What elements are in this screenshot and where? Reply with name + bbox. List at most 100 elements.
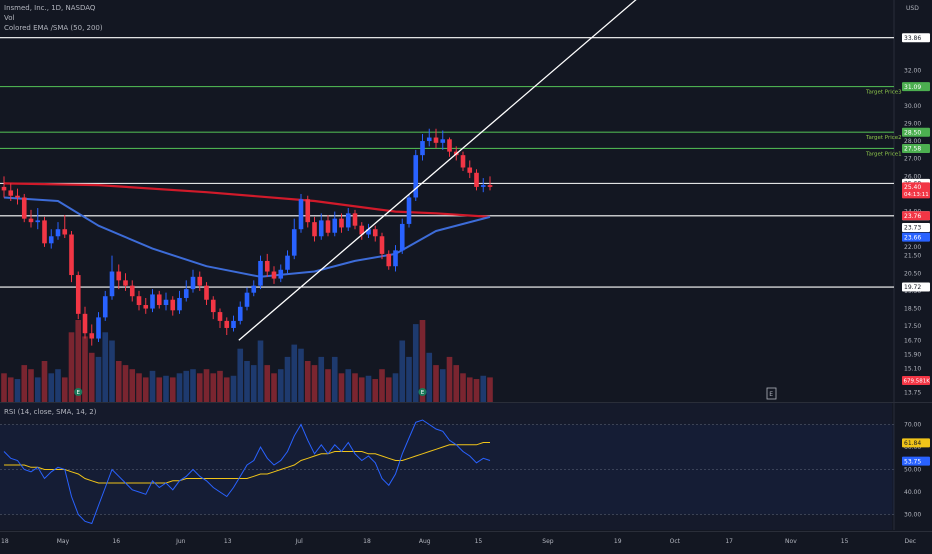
- candle-body: [177, 297, 182, 311]
- price-tick-label: 18.50: [904, 306, 921, 313]
- rsi-legend[interactable]: RSI (14, close, SMA, 14, 2): [4, 408, 97, 416]
- level-badge-label: 19.72: [904, 284, 921, 291]
- candle-body: [264, 260, 270, 272]
- volume-badge-label: 679.581K: [904, 379, 931, 385]
- candle-body: [237, 306, 243, 321]
- rsi-ma-line: [4, 442, 490, 484]
- target-price-note: Target Price1: [865, 151, 902, 157]
- rsi-scale-label: 40.00: [904, 489, 921, 496]
- rsi-line: [3, 419, 491, 525]
- candle-body: [379, 236, 385, 254]
- volume-bar: [426, 352, 433, 402]
- volume-bar: [412, 324, 419, 402]
- volume-bar: [95, 356, 102, 402]
- volume-bar: [115, 361, 122, 402]
- time-tick-label: 19: [614, 538, 622, 545]
- volume-bar: [358, 377, 365, 402]
- candle-body: [325, 220, 331, 233]
- candle-body: [204, 285, 209, 300]
- volume-bar: [271, 373, 277, 402]
- candle-body: [460, 155, 466, 168]
- price-badge: [902, 232, 930, 242]
- level-badge: [902, 282, 930, 292]
- volume-bar: [453, 365, 460, 402]
- price-tick-label: 30.00: [904, 103, 921, 110]
- volume-bar: [82, 336, 88, 402]
- volume-bar: [88, 352, 95, 402]
- time-tick-label: Jul: [295, 538, 304, 545]
- volume-bar: [439, 369, 446, 402]
- price-tick-label: 21.50: [904, 253, 921, 260]
- candle-body: [251, 285, 257, 293]
- candle-body: [332, 218, 338, 233]
- rsi-badge: [902, 456, 930, 466]
- candle-body: [447, 139, 452, 152]
- time-tick-label: May: [57, 538, 70, 545]
- earnings-marker: [74, 388, 83, 396]
- price-badge-label: 23.76: [904, 213, 921, 220]
- candle-body: [399, 223, 405, 251]
- price-tick-label: 15.90: [904, 351, 921, 358]
- volume-bar: [122, 365, 129, 402]
- target-price-note: Target Price3: [865, 90, 902, 96]
- level-badge: [902, 33, 930, 43]
- candle-body: [386, 253, 392, 267]
- volume-legend[interactable]: Vol: [4, 14, 15, 22]
- volume-bar: [284, 356, 291, 402]
- level-badge: [902, 127, 930, 137]
- volume-bar: [298, 348, 304, 402]
- price-tick-label: 15.10: [904, 366, 921, 373]
- candle-body: [474, 172, 479, 187]
- volume-bar: [217, 370, 223, 402]
- candle-body: [406, 197, 412, 224]
- volume-bar: [291, 344, 298, 402]
- rsi-scale-label: 50.00: [904, 467, 921, 474]
- volume-bar: [460, 373, 466, 402]
- volume-bar: [149, 370, 156, 402]
- candle-body: [291, 229, 297, 256]
- rsi-scale-label: 60.00: [904, 444, 921, 451]
- price-tick-label: 29.00: [904, 120, 921, 127]
- candle-body: [366, 229, 371, 235]
- volume-bar: [385, 377, 392, 402]
- volume-badge: [902, 376, 930, 385]
- candle-body: [69, 234, 74, 276]
- candle-body: [55, 229, 61, 237]
- sma200-line: [3, 182, 491, 218]
- volume-bar: [169, 377, 176, 402]
- volume-bar: [433, 365, 439, 402]
- volume-bar: [190, 369, 196, 402]
- candle-body: [143, 305, 149, 309]
- price-tick-label: 22.00: [904, 244, 921, 251]
- countdown-label: 04:13:11: [904, 192, 929, 198]
- candle-body: [231, 320, 236, 328]
- candle-body: [210, 299, 216, 313]
- volume-bar: [129, 369, 136, 402]
- candle-body: [102, 296, 108, 318]
- candle-body: [271, 271, 277, 279]
- trendline: [238, 0, 637, 341]
- symbol-legend[interactable]: Insmed, Inc., 1D, NASDAQ: [4, 4, 96, 12]
- candle-body: [1, 186, 7, 191]
- level-badge: [902, 82, 930, 92]
- candle-body: [359, 225, 365, 235]
- volume-bar: [311, 365, 318, 402]
- candle-body: [440, 139, 446, 143]
- volume-bar: [365, 375, 372, 402]
- level-badge-label: 27.58: [904, 146, 921, 153]
- volume-bar: [14, 379, 21, 402]
- rsi-band: [0, 424, 894, 515]
- volume-bar: [325, 369, 331, 402]
- ema-sma-legend[interactable]: Colored EMA /SMA (50, 200): [4, 24, 103, 32]
- candle-body: [298, 199, 304, 230]
- volume-bar: [102, 332, 109, 402]
- time-tick-label: 18: [363, 538, 371, 545]
- rsi-scale-label: 70.00: [904, 422, 921, 429]
- volume-bar: [399, 340, 406, 402]
- last-price-badge: [902, 182, 930, 199]
- price-badge-label: 23.73: [904, 225, 921, 232]
- candle-body: [183, 289, 189, 298]
- candle-body: [217, 312, 223, 321]
